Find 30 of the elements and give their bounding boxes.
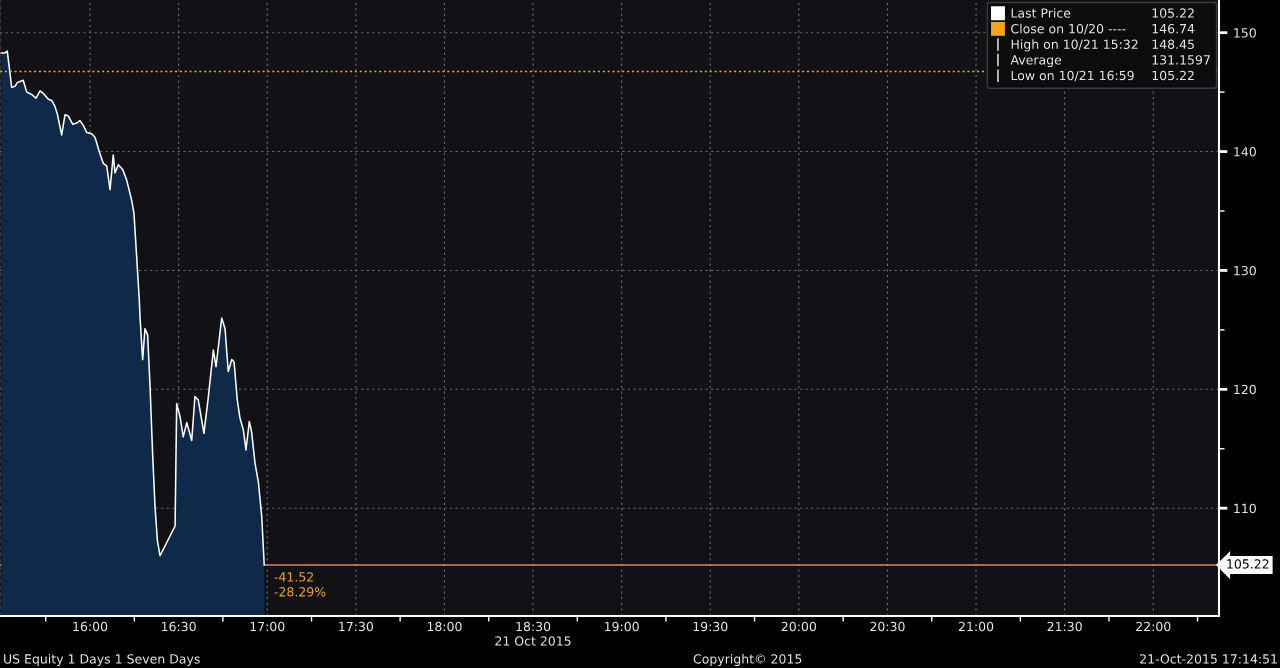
y-tick-label: 110: [1234, 503, 1256, 514]
annotation: 105.22: [1152, 8, 1194, 18]
text: US Equity 1 Days 1 Seven Days: [4, 653, 200, 667]
y-tick-label: 140: [1234, 147, 1256, 157]
x-tick-label: 18:00: [427, 621, 462, 632]
ref-line-label: 105.22: [1227, 559, 1269, 569]
x-tick-label: 20:00: [781, 621, 817, 632]
x-tick-label: 20:30: [870, 621, 905, 632]
annotation: 146.74: [1152, 23, 1195, 34]
y-tick-label: 130: [1234, 265, 1256, 276]
text: 21-Oct-2015 17:14:51: [1140, 654, 1277, 664]
text: High on 10/21 15:32 148.45: [1011, 39, 1194, 52]
x-tick-label: 21:00: [958, 621, 994, 632]
annotation: -41.52 -28.29%: [274, 572, 326, 597]
x-tick-label: 16:00: [73, 621, 108, 632]
x-tick-label: 18:30 21 Oct 2015: [495, 621, 571, 646]
y-tick-label: 150: [1234, 28, 1256, 38]
legend-label: Last Price: [1011, 8, 1071, 18]
x-tick-label: 16:30: [161, 621, 196, 632]
x-tick-label: 19:00: [605, 621, 639, 632]
x-tick-label: 17:30: [339, 621, 374, 632]
y-tick-label: 120: [1234, 384, 1256, 395]
text: Low on 10/21 16:59 105.22: [1011, 70, 1194, 82]
x-tick-label: 21:30: [1047, 621, 1082, 632]
legend-label: Close on 10/20 ----: [1011, 23, 1126, 35]
text: Average 131.1597: [1010, 55, 1210, 68]
x-tick-label: 19:30: [693, 621, 728, 632]
x-tick-label: 17:00: [250, 621, 285, 632]
text: Copyright© 2015: [693, 653, 802, 667]
x-tick-label: 22:00: [1136, 621, 1171, 632]
